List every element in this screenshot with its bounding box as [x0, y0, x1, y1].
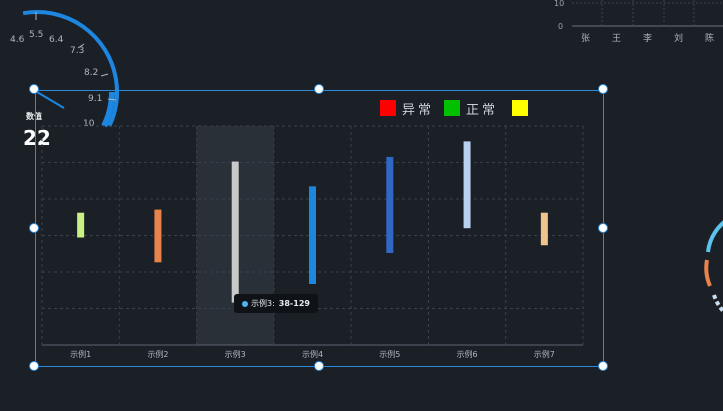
- gauge-dial: 4.6 5.5 6.4 7.3 8.2 9.1 10: [0, 10, 119, 174]
- gauge-tick-label: 4.6: [10, 35, 25, 45]
- legend-swatch-green: [444, 100, 461, 116]
- legend-label: 异常: [402, 102, 435, 118]
- tooltip-value: 38-129: [278, 299, 310, 308]
- resize-handle-left[interactable]: [29, 223, 39, 233]
- mini-category-label: 王: [612, 33, 621, 44]
- tooltip-series-label: 示例3:: [251, 299, 275, 308]
- chart-tooltip: 示例3: 38-129: [234, 294, 318, 313]
- resize-handle-top-right[interactable]: [598, 84, 608, 94]
- gauge-tick-label: 5.5: [29, 30, 43, 40]
- resize-handle-bottom-right[interactable]: [598, 361, 608, 371]
- resize-handle-top[interactable]: [314, 84, 324, 94]
- resize-handle-bottom-left[interactable]: [29, 361, 39, 371]
- gauge-tick-label: 10: [83, 119, 95, 129]
- mini-y-tick: 0: [558, 22, 563, 31]
- resize-handle-right[interactable]: [598, 223, 608, 233]
- mini-category-label: 张: [581, 33, 590, 44]
- legend-item-yellow[interactable]: [512, 100, 534, 116]
- gauge-tick-label: 9.1: [88, 94, 102, 104]
- tooltip-series-dot: [242, 300, 248, 307]
- gauge-tick-label: 7.3: [70, 46, 84, 56]
- gauge-needle: [36, 91, 65, 109]
- chart-legend: 异常 正常: [380, 99, 544, 118]
- legend-item-normal[interactable]: 正常: [444, 99, 498, 118]
- mini-y-tick: 10: [554, 0, 564, 8]
- resize-handle-bottom[interactable]: [314, 361, 324, 371]
- legend-swatch-yellow: [512, 100, 529, 116]
- mini-category-label: 陈: [705, 32, 714, 44]
- mini-category-label: 李: [643, 32, 652, 44]
- mini-bar-chart: 10 0 张 王 李 刘 陈: [548, 0, 723, 48]
- gauge-tick-label: 6.4: [49, 35, 64, 45]
- gauge-value: 22: [23, 126, 51, 150]
- legend-item-abnormal[interactable]: 异常: [380, 99, 434, 118]
- legend-label: 正常: [466, 102, 499, 118]
- gauge-value-label: 数值: [26, 112, 42, 121]
- mini-category-label: 刘: [674, 32, 683, 44]
- resize-handle-top-left[interactable]: [29, 84, 39, 94]
- legend-swatch-red: [380, 100, 396, 116]
- gauge-widget: 4.6 5.5 6.4 7.3 8.2 9.1 10 数值 22: [0, 0, 130, 174]
- gauge-tick-label: 8.2: [84, 68, 98, 78]
- partial-gauge-widget: [690, 200, 723, 330]
- widget-selection-frame[interactable]: [35, 90, 604, 367]
